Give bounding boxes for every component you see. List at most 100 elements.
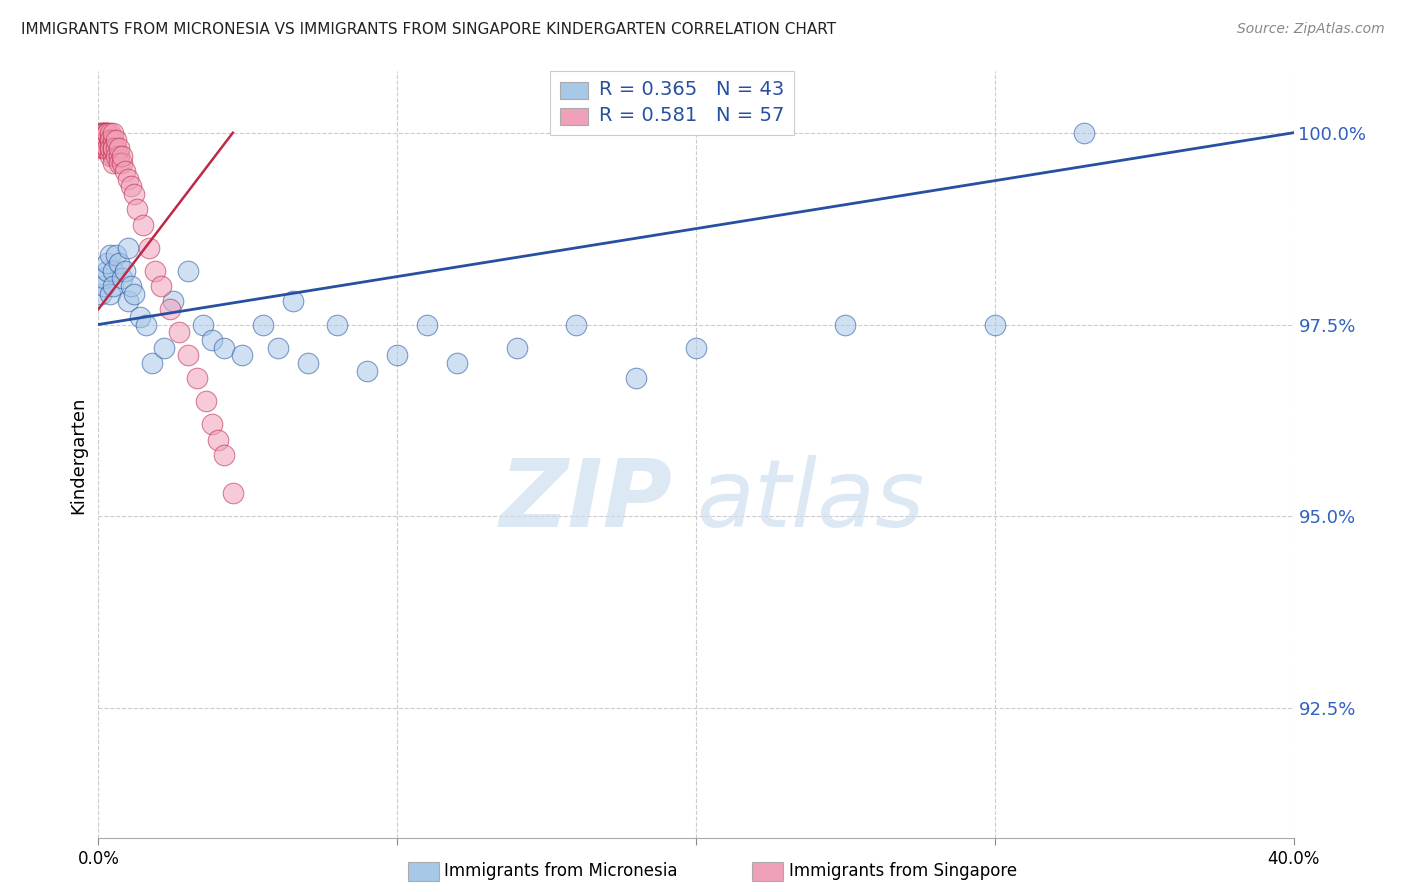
Point (93, 141, 115, 155)
Point (143, 264, 166, 278)
Point (93, 141, 115, 155)
Point (103, 156, 125, 170)
Point (506, 341, 529, 355)
Point (120, 179, 142, 194)
Point (129, 310, 152, 324)
Point (117, 294, 139, 309)
Point (231, 348, 253, 362)
Point (356, 363, 378, 377)
Point (96, 133, 118, 147)
Point (98, 133, 122, 147)
Point (186, 371, 208, 385)
Point (326, 318, 349, 332)
Point (385, 348, 409, 362)
Point (96, 126, 118, 140)
Point (93, 133, 115, 147)
Point (135, 318, 157, 332)
Point (98, 141, 122, 155)
Point (90, 126, 112, 140)
Point (98, 126, 122, 140)
Point (103, 133, 125, 147)
Point (207, 433, 229, 447)
Point (90, 133, 112, 147)
Point (177, 348, 200, 362)
Point (127, 202, 149, 217)
Point (90, 286, 112, 301)
Point (98, 133, 122, 147)
Point (222, 486, 245, 500)
Point (162, 294, 184, 309)
Legend: R = 0.365   N = 43, R = 0.581   N = 57: R = 0.365 N = 43, R = 0.581 N = 57 (550, 70, 794, 135)
Point (105, 141, 128, 155)
Point (446, 356, 468, 370)
Point (984, 318, 1007, 332)
Point (105, 248, 128, 262)
Point (108, 256, 131, 270)
Point (124, 286, 146, 301)
Point (93, 271, 115, 285)
Point (159, 302, 181, 317)
Point (98, 286, 122, 301)
Point (103, 279, 125, 293)
Point (103, 126, 125, 140)
Point (114, 264, 136, 278)
Point (685, 341, 707, 355)
Point (105, 149, 128, 163)
Point (138, 241, 160, 255)
Text: 0.0%: 0.0% (77, 849, 120, 868)
Point (201, 417, 224, 432)
Point (105, 133, 128, 147)
Point (114, 164, 136, 178)
Point (281, 294, 304, 309)
Point (212, 448, 235, 462)
Point (132, 218, 155, 232)
Point (111, 149, 134, 163)
Point (90, 141, 112, 155)
Point (117, 171, 139, 186)
Point (103, 141, 125, 155)
Point (565, 318, 588, 332)
Point (98, 149, 122, 163)
Y-axis label: Kindergarten: Kindergarten (69, 396, 87, 514)
Point (96, 264, 118, 278)
Point (108, 141, 131, 155)
Point (626, 371, 648, 385)
Point (96, 141, 118, 155)
Point (103, 264, 125, 278)
Point (195, 394, 218, 409)
Point (108, 149, 131, 163)
Text: ZIP: ZIP (499, 455, 672, 547)
Point (98, 141, 122, 155)
Point (96, 133, 118, 147)
Point (96, 126, 118, 140)
Point (416, 318, 439, 332)
Point (834, 318, 856, 332)
Point (150, 279, 173, 293)
Text: 40.0%: 40.0% (1267, 849, 1320, 868)
Point (201, 333, 224, 347)
Point (191, 318, 214, 332)
Text: Immigrants from Singapore: Immigrants from Singapore (789, 863, 1017, 880)
Point (111, 156, 134, 170)
Text: Immigrants from Micronesia: Immigrants from Micronesia (444, 863, 678, 880)
Point (96, 256, 118, 270)
Point (117, 241, 139, 255)
Point (124, 187, 146, 202)
Point (141, 356, 163, 370)
Point (93, 126, 115, 140)
Point (267, 341, 290, 355)
Point (96, 141, 118, 155)
Point (120, 279, 142, 293)
Point (93, 126, 115, 140)
Point (177, 264, 200, 278)
Text: atlas: atlas (696, 456, 924, 547)
Text: Source: ZipAtlas.com: Source: ZipAtlas.com (1237, 22, 1385, 37)
Point (96, 126, 118, 140)
Point (167, 325, 190, 339)
Point (252, 318, 274, 332)
Point (103, 149, 125, 163)
Point (153, 341, 176, 355)
Point (1073, 126, 1095, 140)
Point (90, 126, 112, 140)
Point (108, 156, 131, 170)
